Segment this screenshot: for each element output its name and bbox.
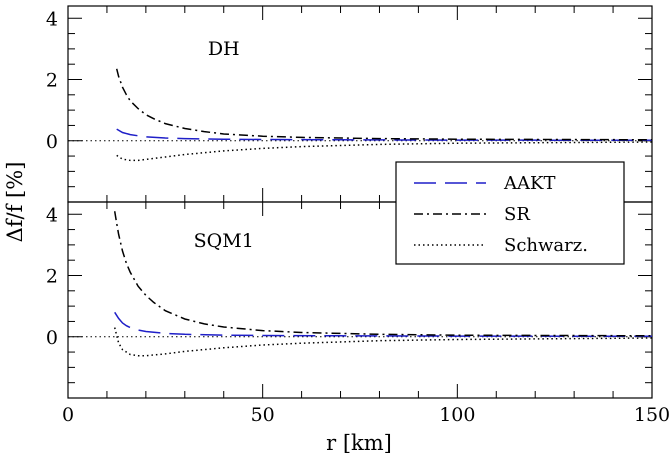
legend-label: Schwarz. [504,235,588,256]
panel-frame [67,201,653,399]
x-axis-title: r [km] [326,431,392,455]
series-line-schwarz [116,141,653,162]
panel-label: SQM1 [194,230,254,252]
panels-layer: 0 2 4 DH 0 2 4 SQM1 [46,5,653,399]
series-line-sr [113,211,653,337]
y-tick-label: 4 [46,8,58,30]
x-tick-labels: 0 50 100 150 [62,404,670,426]
legend-label: SR [504,204,530,225]
series-line-sr [115,68,653,141]
legend: AAKT SR Schwarz. [395,161,625,265]
series-line-aakt [116,128,653,142]
series-line-aakt [114,311,653,338]
legend-box [395,161,625,265]
x-tick-label: 50 [251,404,275,426]
y-tick-label: 4 [46,204,58,226]
x-tick-label: 100 [439,404,475,426]
x-tick-label: 0 [62,404,74,426]
series-line-schwarz [113,327,653,357]
axes-layer: r [km] Δf/f [%] 0 50 100 150 [3,162,670,455]
legend-label: AAKT [503,173,555,194]
y-tick-label: 0 [46,327,58,349]
y-tick-label: 2 [46,70,58,92]
x-tick-label: 150 [634,404,670,426]
panel-sqm1: 0 2 4 SQM1 [46,201,653,399]
y-tick-label: 2 [46,266,58,288]
panel-label: DH [208,38,240,60]
y-axis-title: Δf/f [%] [3,162,27,243]
y-tick-label: 0 [46,131,58,153]
